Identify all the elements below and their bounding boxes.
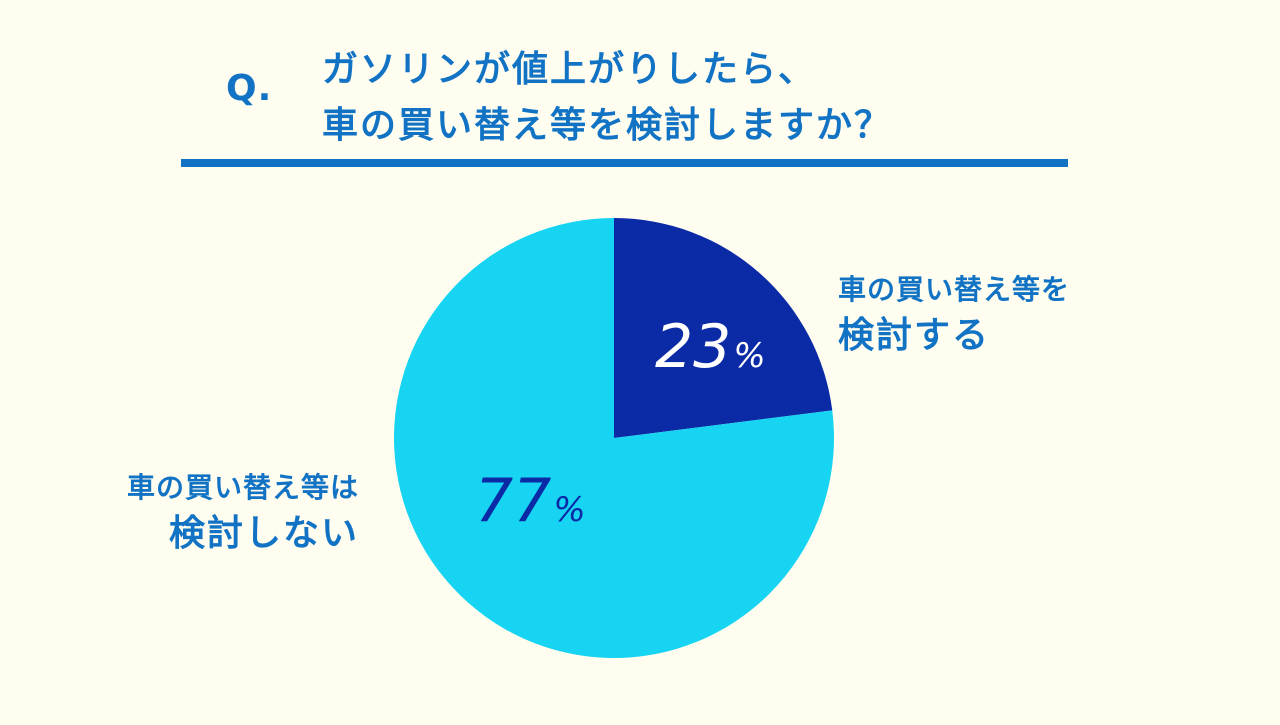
slice-value-not-consider: 77 (475, 466, 552, 536)
category-not-consider-line-1: 車の買い替え等は (126, 471, 359, 504)
category-consider-line-2: 検討する (838, 315, 991, 356)
pie-slice-consider (614, 218, 833, 438)
slice-value-label-consider: 23% (655, 312, 766, 382)
title-divider (181, 159, 1068, 167)
category-consider-line-1: 車の買い替え等を (838, 273, 1071, 306)
slice-value-consider: 23 (655, 312, 732, 382)
category-label-consider: 車の買い替え等を 検討する (838, 270, 1070, 362)
category-label-not-consider: 車の買い替え等は 検討しない (89, 468, 359, 560)
slice-unit-consider: % (733, 336, 766, 376)
slice-unit-not-consider: % (553, 490, 586, 530)
question-line-1: ガソリンが値上がりしたら、 (322, 49, 817, 90)
question-mark-label: Q. (226, 68, 273, 109)
question-line-2: 車の買い替え等を検討しますか？ (322, 105, 893, 146)
question-title: ガソリンが値上がりしたら、 車の買い替え等を検討しますか？ (322, 42, 892, 154)
category-not-consider-line-2: 検討しない (168, 513, 359, 554)
pie-slice-not-consider (394, 218, 835, 658)
slice-value-label-not-consider: 77% (475, 466, 586, 536)
